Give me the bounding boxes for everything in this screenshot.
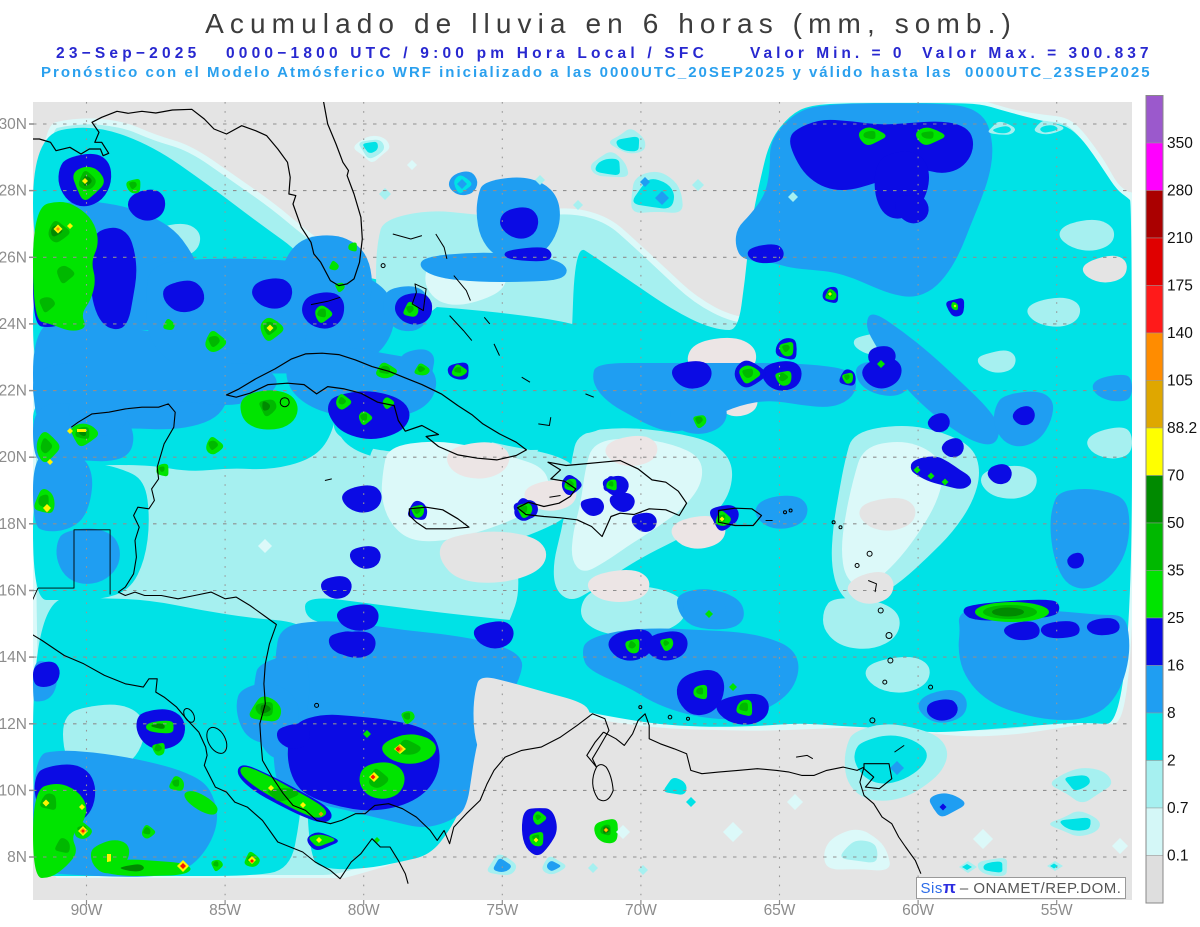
svg-text:50: 50 — [1167, 515, 1185, 532]
svg-text:70W: 70W — [625, 902, 657, 919]
svg-text:26N: 26N — [0, 249, 27, 266]
svg-text:140: 140 — [1167, 325, 1193, 342]
svg-text:75W: 75W — [486, 902, 518, 919]
svg-text:0.7: 0.7 — [1167, 800, 1189, 817]
svg-text:350: 350 — [1167, 135, 1193, 152]
svg-text:2: 2 — [1167, 753, 1176, 770]
svg-text:22N: 22N — [0, 383, 27, 400]
svg-text:65W: 65W — [764, 902, 796, 919]
svg-text:12N: 12N — [0, 716, 27, 733]
svg-text:90W: 90W — [71, 902, 103, 919]
svg-text:18N: 18N — [0, 516, 27, 533]
svg-text:10N: 10N — [0, 782, 27, 799]
svg-text:24N: 24N — [0, 316, 27, 333]
svg-text:28N: 28N — [0, 183, 27, 200]
svg-text:35: 35 — [1167, 563, 1184, 580]
svg-text:0.1: 0.1 — [1167, 848, 1189, 865]
svg-text:210: 210 — [1167, 230, 1193, 247]
svg-text:30N: 30N — [0, 116, 27, 133]
svg-text:175: 175 — [1167, 278, 1193, 295]
svg-text:85W: 85W — [209, 902, 241, 919]
svg-text:280: 280 — [1167, 183, 1193, 200]
svg-text:20N: 20N — [0, 449, 27, 466]
svg-text:16N: 16N — [0, 583, 27, 600]
svg-text:88.2: 88.2 — [1167, 420, 1197, 437]
svg-text:8N: 8N — [7, 849, 27, 866]
svg-text:60W: 60W — [902, 902, 934, 919]
svg-text:8: 8 — [1167, 705, 1176, 722]
svg-text:25: 25 — [1167, 610, 1184, 627]
svg-text:55W: 55W — [1041, 902, 1073, 919]
svg-text:14N: 14N — [0, 649, 27, 666]
svg-text:70: 70 — [1167, 468, 1185, 485]
svg-text:80W: 80W — [348, 902, 380, 919]
svg-text:16: 16 — [1167, 658, 1184, 675]
svg-text:105: 105 — [1167, 373, 1193, 390]
